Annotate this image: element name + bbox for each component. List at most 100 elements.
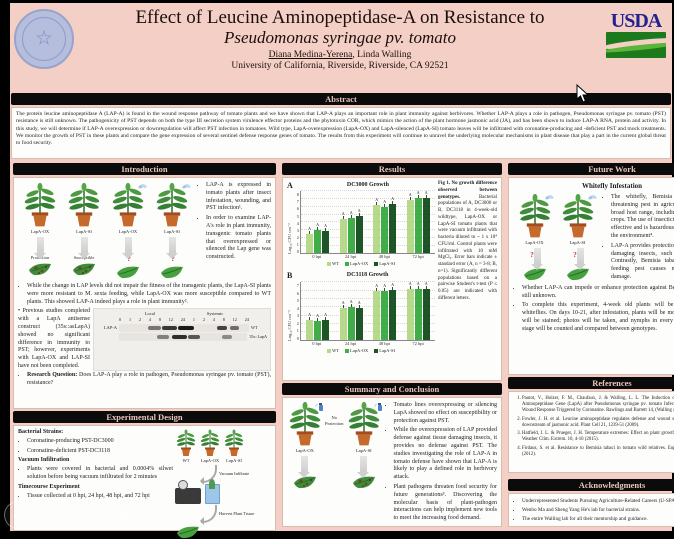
plant-label: LapA-OX: [30, 229, 50, 234]
c-err: [309, 316, 311, 320]
vacuum-bullet: Plants were covered in bacterial and 0.0…: [27, 466, 173, 482]
forward-button[interactable]: ▸▸: [74, 501, 102, 529]
c-tick: 8: [296, 192, 299, 198]
c-letter: A: [383, 282, 387, 288]
c-err: [392, 200, 394, 204]
c-bar: [339, 308, 347, 341]
c-barwrap: A: [406, 282, 414, 341]
c-tick: 5: [296, 213, 299, 219]
plant-label: LapA-OX: [200, 458, 220, 463]
c-bar: [381, 206, 389, 254]
research-question: Research Question: Does LAP-A play a rol…: [27, 372, 271, 388]
intro-plant-1: LapA-OX Protection: [20, 182, 60, 281]
question-mark: ?: [530, 251, 534, 260]
intro-bullet: While the change in LAP levels did not i…: [27, 283, 271, 306]
c-leg: WT LapA-OX LapA-SI: [287, 261, 435, 267]
down-arrow-icon: [530, 247, 543, 270]
c-bar: [373, 205, 381, 254]
c-panel: B: [287, 271, 293, 281]
c-letter: A: [357, 300, 361, 306]
c-letter: A: [408, 191, 412, 197]
reference-item: Hatfield, J. L. & Prueger, J. H. Tempera…: [522, 431, 674, 443]
experimental-design-text: Bacterial Strains: Coronatine-producing …: [18, 429, 173, 539]
c-letter: A: [416, 281, 420, 287]
summary-bullet: Tomato lines overexpressing or silencing…: [394, 402, 498, 425]
c-barwrap: A: [381, 191, 389, 254]
gel-lane: 12: [168, 317, 173, 323]
c-barwrap: A: [422, 282, 430, 341]
c-letter: A: [324, 311, 328, 317]
screenshot-camera-button[interactable]: ▣: [109, 501, 137, 529]
c-barwrap: A: [339, 191, 347, 254]
gel-lane: 2: [202, 317, 205, 323]
c-xlab: 0 hpi: [312, 341, 322, 347]
abstract-header-bar: Abstract: [11, 93, 671, 105]
play-button[interactable]: ▸: [39, 501, 67, 529]
plant-label: LapA-SI: [569, 240, 586, 246]
c-err: [384, 287, 386, 291]
c-grid: [300, 244, 435, 246]
c-letter: A: [308, 226, 312, 232]
question-mark: ?: [171, 254, 175, 263]
future-work-side-bullets: The whitefly, Bemisia tabaci, is a threa…: [602, 193, 674, 284]
healthy-leaf-icon: [565, 266, 591, 283]
c-tick: 6: [296, 290, 299, 296]
curved-arrow-icon: [200, 504, 217, 525]
c-barwrap: A: [373, 191, 381, 254]
c-barwrap: A: [314, 191, 322, 254]
tomato-plant-spray-icon: [347, 401, 382, 447]
c-title: DC3118 Growth: [346, 272, 389, 279]
healthy-leaf-icon: [115, 264, 141, 281]
tomato-plant-spray-icon: [288, 401, 323, 447]
gel-lane: 12: [232, 317, 237, 323]
intro-plant-4: LapA-SI ?: [152, 182, 192, 281]
abstract-body: The protein leucine aminopeptidase A (LA…: [11, 107, 671, 159]
c-xlab: 24 hpi: [344, 254, 357, 260]
c-sw: [374, 349, 379, 354]
introduction-box: LapA-OX Protection LapA-SI Susceptible: [13, 177, 276, 409]
gel-lane: 4: [148, 317, 151, 323]
infected-leaf-icon: [292, 474, 318, 491]
c-grid: [300, 289, 435, 291]
results-header-bar: Results: [282, 163, 502, 175]
c-barwrap: A: [414, 191, 422, 254]
c-barwrap: A: [381, 282, 389, 341]
future-work-bullet: To complete this experiment, 4-week old …: [522, 302, 674, 333]
c-err: [317, 317, 319, 321]
no-protection-label: No Protection: [325, 415, 344, 426]
uc-riverside-seal-icon: [14, 9, 74, 69]
research-question-text: Does LAP-A play a role in pathogen, Pseu…: [27, 371, 271, 386]
research-poster: Effect of Leucine Aminopeptidase-A on Re…: [10, 3, 674, 538]
c-xlab: 0 hpi: [312, 254, 322, 260]
c-sw: [374, 262, 379, 267]
c-xrow: 0 hpi 24 hpi 48 hpi 72 hpi: [300, 341, 435, 347]
vacuum-title: Vacuum Infiltration: [18, 457, 70, 464]
c-tick: 0: [296, 335, 299, 341]
magnifier-zoom-button[interactable]: ◎: [144, 501, 172, 529]
plant-label: WT: [182, 458, 190, 463]
tomato-plant-whitefly-icon: [155, 182, 191, 228]
c-letter: A: [316, 312, 320, 318]
middle-column: Results A DC3000 Growth Log₁₀ CFU cm⁻² 8 7 6 5…: [281, 163, 503, 529]
gel-bullet-text: Previous studies completed with a LapA a…: [18, 308, 90, 369]
c-grid: [300, 306, 435, 308]
c-tick: 3: [296, 227, 299, 233]
c-tick: 1: [296, 241, 299, 247]
summary-bullet: Plant pathogens threaten food security f…: [394, 484, 498, 523]
poster-title-line2: Pseudomonas syringae pv. tomato: [224, 28, 456, 47]
c-body: Log₁₀ CFU cm⁻² 7 6 5 4 3 2 1 0 A A A A A A A A A A A A: [287, 281, 435, 342]
rewind-button[interactable]: ◂◂: [4, 501, 32, 529]
healthy-leaf-icon: [522, 266, 548, 283]
c-grid: [300, 298, 435, 300]
plant-label: LapA-SI: [76, 229, 92, 234]
c-legit: WT: [327, 261, 339, 267]
plant-label: LapA-SI: [355, 448, 372, 453]
